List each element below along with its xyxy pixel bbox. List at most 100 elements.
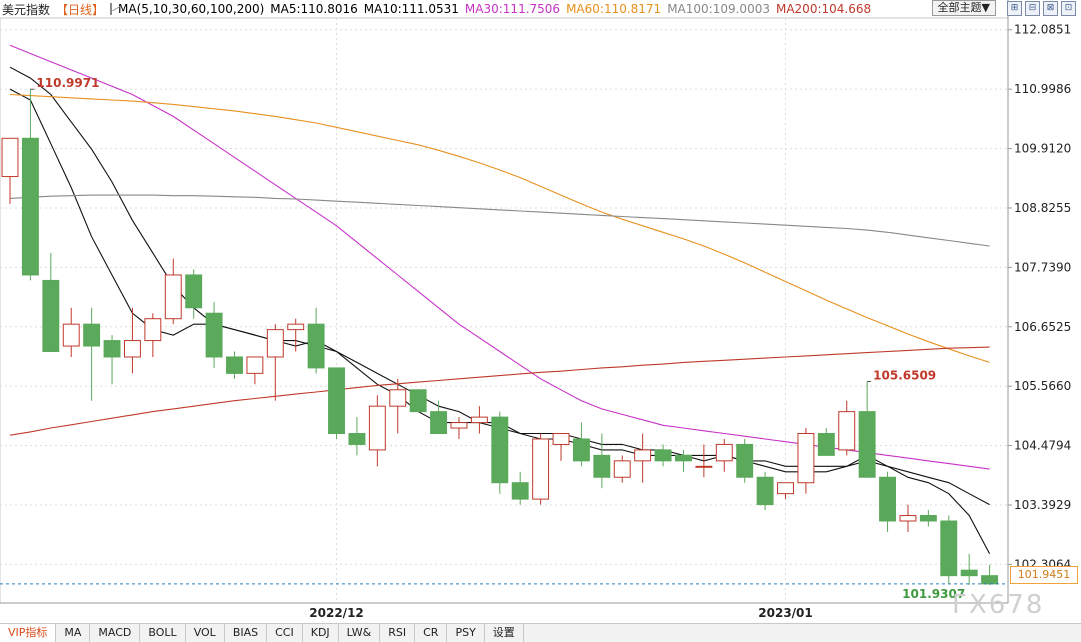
candle-body <box>879 476 897 522</box>
ma-legend-params: MA(5,10,30,60,100,200) <box>118 2 265 16</box>
candle-body <box>981 575 999 585</box>
tab-vip[interactable]: VIP指标 <box>0 624 57 642</box>
candle-body <box>715 443 733 462</box>
candle-body <box>695 465 713 468</box>
candle-body <box>736 443 754 478</box>
candle-body <box>470 416 488 424</box>
period-label[interactable]: 【日线】 <box>56 2 105 17</box>
candle-body <box>777 482 794 495</box>
candle-body <box>654 449 672 462</box>
ma-line-ma200 <box>9 346 990 436</box>
candle-body <box>226 356 243 374</box>
candle-body <box>593 454 611 478</box>
candle-body <box>430 411 448 435</box>
zoom-out-icon[interactable]: ⊟ <box>1025 0 1040 16</box>
candle-body <box>940 520 958 577</box>
candle-body <box>919 515 937 522</box>
y-tick-label: 103.3929 <box>1014 498 1071 512</box>
y-tick-label: 109.9120 <box>1014 142 1071 156</box>
tab-vol[interactable]: VOL <box>186 624 225 642</box>
y-tick-label: 105.5660 <box>1014 379 1071 393</box>
candle-body <box>756 476 774 506</box>
candle-body <box>185 274 203 309</box>
candle-body <box>83 323 101 347</box>
ma-line-ma60 <box>9 93 990 363</box>
candle-body <box>103 340 121 358</box>
y-tick-label: 112.0851 <box>1014 23 1071 37</box>
candle-body <box>368 405 386 451</box>
y-tick-label: 107.7390 <box>1014 260 1071 274</box>
fullscreen-icon[interactable]: ⊡ <box>1061 0 1076 16</box>
candle-body <box>634 449 652 462</box>
candle-body <box>328 367 345 435</box>
candlestick-chart: 112.0851 110.9986 109.9120 108.8255 107.7390… <box>0 0 1071 620</box>
theme-select-button[interactable]: 全部主题▼ <box>931 0 996 16</box>
x-tick-label: 2022/12 <box>309 606 363 620</box>
candle-body <box>613 460 631 478</box>
watermark: FX678 <box>952 590 1045 620</box>
ma-line-ma100 <box>9 194 990 247</box>
tab-cci[interactable]: CCI <box>267 624 303 642</box>
candle-body <box>307 323 325 369</box>
tab-settings[interactable]: 设置 <box>485 624 524 642</box>
candle-body <box>960 569 978 577</box>
plot-area <box>0 17 1009 604</box>
ma60-legend: MA60:110.8171 <box>566 2 662 16</box>
candle-body <box>348 433 366 445</box>
zoom-in-icon[interactable]: ⊞ <box>1007 0 1022 16</box>
tab-kdj[interactable]: KDJ <box>303 624 339 642</box>
ma-indicator-icon <box>110 3 113 15</box>
candle-body <box>409 389 427 413</box>
candle-body <box>675 454 692 462</box>
ma10-legend: MA10:111.0531 <box>363 2 459 16</box>
high-annotation: 110.9971 <box>36 76 99 90</box>
candle-body <box>287 323 305 331</box>
candle-body <box>389 389 407 407</box>
candle-body <box>899 515 917 522</box>
x-tick-label: 2023/01 <box>758 606 812 620</box>
tab-rsi[interactable]: RSI <box>380 624 416 642</box>
y-tick-label: 104.4794 <box>1014 439 1071 453</box>
candle-body <box>817 433 835 456</box>
candle-body <box>532 438 550 500</box>
candle-body <box>266 329 284 358</box>
high-annotation: 105.6509 <box>873 369 936 383</box>
candle-body <box>797 433 815 484</box>
ma200-legend: MA200:104.668 <box>775 2 872 16</box>
candle-body <box>858 411 876 478</box>
candle-body <box>552 433 570 445</box>
candle-body <box>491 416 509 484</box>
candle-body <box>62 323 80 347</box>
candle-body <box>205 312 223 358</box>
tab-bias[interactable]: BIAS <box>225 624 268 642</box>
candle-body <box>838 411 856 451</box>
y-tick-label: 108.8255 <box>1014 201 1071 215</box>
tab-psy[interactable]: PSY <box>447 624 485 642</box>
chart-title: 美元指数 <box>2 2 51 17</box>
last-price-label: 101.9451 <box>1010 566 1078 584</box>
chart-toolbar: 全部主题▼ ⊞ ⊟ ⊠ ⊡ <box>931 0 1076 16</box>
indicator-tabs: VIP指标 MA MACD BOLL VOL BIAS CCI KDJ LW& … <box>0 623 1081 642</box>
candle-body <box>144 318 162 342</box>
y-tick-label: 106.6525 <box>1014 320 1071 334</box>
candle-body <box>450 422 468 429</box>
candle-body <box>1 137 19 178</box>
ma100-legend: MA100:109.0003 <box>667 2 770 16</box>
candle-body <box>511 482 529 500</box>
tab-ma[interactable]: MA <box>56 624 91 642</box>
tab-macd[interactable]: MACD <box>90 624 141 642</box>
tab-lw[interactable]: LW& <box>339 624 381 642</box>
candle-body <box>21 137 39 276</box>
candle-body <box>246 356 264 374</box>
y-tick-label: 110.9986 <box>1014 82 1071 96</box>
ma30-legend: MA30:111.7506 <box>464 2 561 16</box>
candle-body <box>572 438 590 462</box>
candle-body <box>42 279 60 353</box>
chart-legend: 美元指数 【日线】 MA(5,10,30,60,100,200) MA5:110… <box>0 0 872 18</box>
close-icon[interactable]: ⊠ <box>1043 0 1058 16</box>
candle-body <box>123 340 141 358</box>
tab-cr[interactable]: CR <box>415 624 448 642</box>
ma5-legend: MA5:110.8016 <box>270 2 358 16</box>
tab-boll[interactable]: BOLL <box>140 624 186 642</box>
candle-body <box>164 274 182 320</box>
